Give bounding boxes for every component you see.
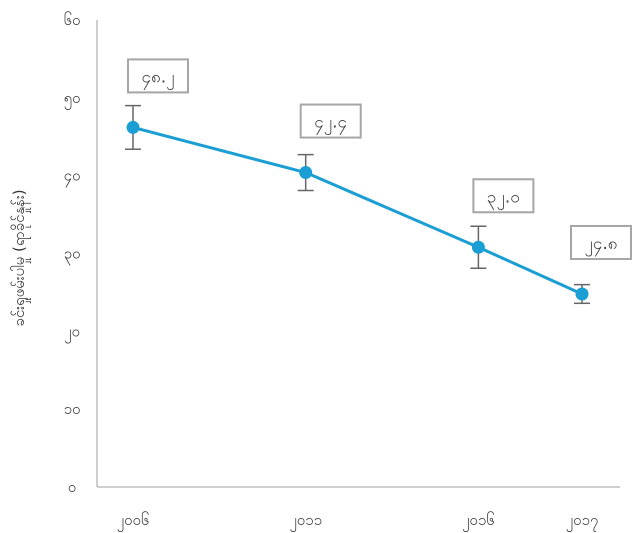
y-tick-label: ၆၀ — [64, 11, 81, 29]
series-line-layer — [132, 125, 583, 296]
y-tick-label: ၁၀ — [64, 400, 81, 418]
data-point — [471, 240, 485, 254]
y-tick-label: ၄၀ — [64, 167, 81, 188]
data-points — [126, 120, 589, 301]
y-tick-label: ၃၀ — [64, 245, 81, 266]
data-point — [126, 120, 140, 134]
series-line — [132, 125, 583, 296]
y-tick-label: ၀ — [68, 478, 76, 496]
y-axis-label: ခင်းရှုဖမ်းပါမှု (ရာခိုင်နှုန်း) — [10, 189, 31, 326]
data-label-box — [127, 58, 189, 94]
data-labels: ၄၈.၂၄၂.၄၃၂.၀၂၄.၈ — [127, 58, 632, 260]
data-label: ၄၂.၄ — [314, 113, 347, 136]
x-tick-label: ၂၀၀၆ — [117, 511, 150, 532]
data-label: ၂၄.၈ — [584, 234, 617, 257]
data-label-box — [472, 178, 535, 214]
data-label-box — [299, 103, 362, 139]
x-tick-label: ၂၀၁၆ — [462, 511, 495, 532]
data-point — [299, 166, 313, 180]
y-tick-label: ၅၀ — [64, 89, 81, 110]
y-tick-label: ၂၀ — [64, 322, 80, 343]
data-label-box — [570, 224, 632, 260]
data-label: ၄၈.၂ — [141, 67, 174, 90]
x-tick-label: ၂၀၁၇ — [566, 511, 599, 532]
data-point — [575, 287, 589, 301]
data-label: ၃၂.၀ — [487, 187, 520, 210]
x-tick-label: ၂၀၁၁ — [289, 511, 322, 532]
